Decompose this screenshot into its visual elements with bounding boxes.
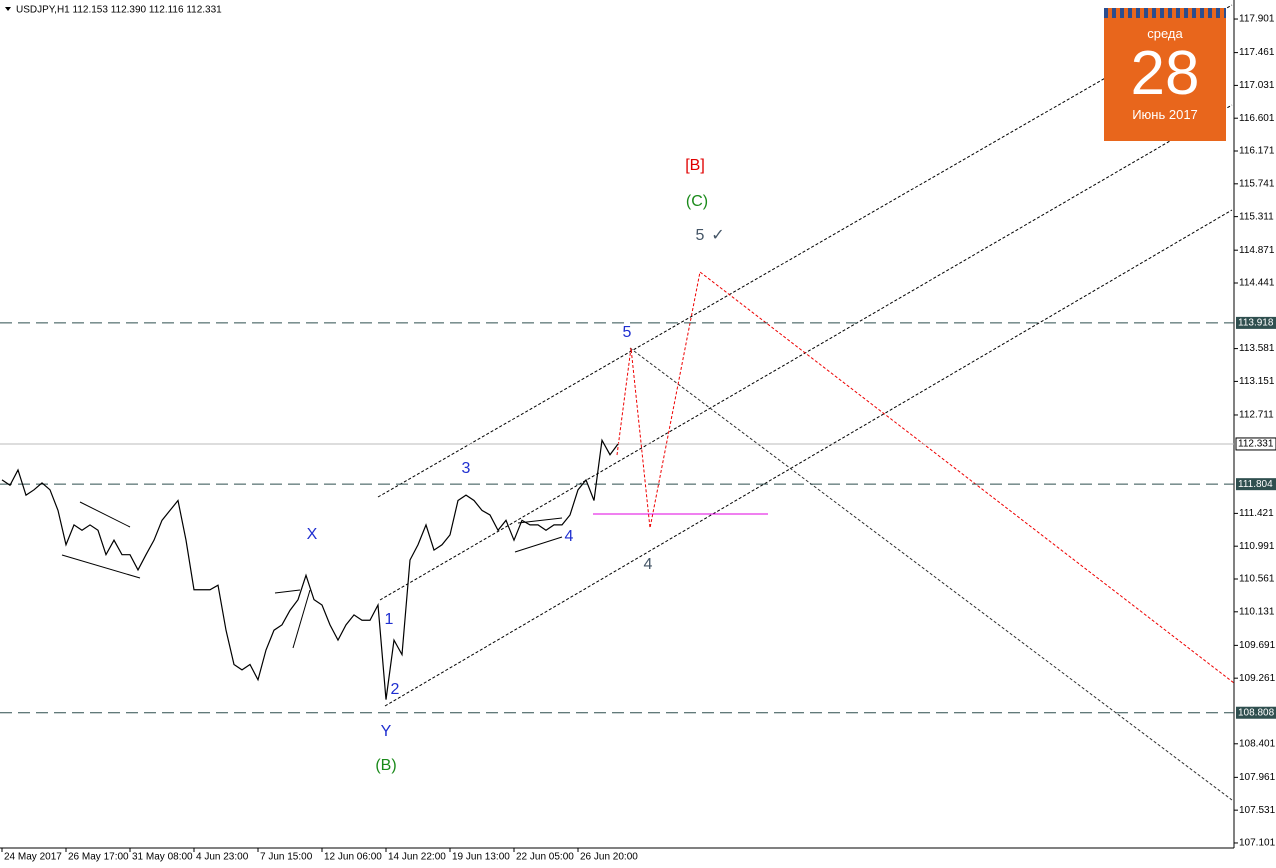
wave-label: 5 bbox=[696, 227, 705, 244]
last-price-tag bbox=[1235, 437, 1276, 451]
x-tick-label: 26 May 17:00 bbox=[68, 852, 129, 863]
wave-label: 5 bbox=[623, 324, 632, 341]
projection bbox=[616, 271, 1235, 684]
y-tick-label: 110.131 bbox=[1239, 606, 1275, 617]
channel-bottom bbox=[384, 209, 1233, 707]
wave-label: 3 bbox=[462, 460, 471, 477]
y-tick-label: 117.031 bbox=[1239, 80, 1275, 91]
wave-label: (B) bbox=[375, 757, 396, 774]
y-tick-label: 114.441 bbox=[1239, 278, 1275, 289]
level-label: 111.804 bbox=[1238, 479, 1273, 490]
pattern-line bbox=[274, 589, 301, 594]
wave-label: [B] bbox=[685, 157, 705, 174]
wave-label: 1 bbox=[385, 611, 394, 628]
channel-top bbox=[377, 4, 1233, 498]
x-tick-label: 26 Jun 20:00 bbox=[580, 852, 638, 863]
trend-line bbox=[629, 347, 1233, 801]
pattern-lines bbox=[61, 501, 563, 649]
level-label: 113.918 bbox=[1238, 318, 1274, 329]
level-tag bbox=[1236, 478, 1276, 491]
x-tick-label: 4 Jun 23:00 bbox=[196, 852, 249, 863]
y-tick-label: 112.711 bbox=[1239, 410, 1274, 421]
y-tick-label: 115.311 bbox=[1239, 211, 1274, 222]
y-tick-label: 116.171 bbox=[1239, 146, 1275, 157]
y-tick-label: 117.901 bbox=[1239, 14, 1275, 25]
wave-label: ✓ bbox=[711, 227, 724, 244]
y-tick-label: 114.871 bbox=[1239, 245, 1275, 256]
level-tag bbox=[1236, 316, 1276, 329]
wave-label: 4 bbox=[644, 556, 653, 573]
calendar-rings bbox=[1104, 8, 1226, 18]
x-tick-label: 31 May 08:00 bbox=[132, 852, 193, 863]
x-tick-label: 14 Jun 22:00 bbox=[388, 852, 446, 863]
wave-label: 2 bbox=[391, 681, 400, 698]
y-tick-label: 115.741 bbox=[1239, 178, 1275, 189]
price-line bbox=[1, 438, 619, 700]
pattern-line bbox=[79, 501, 131, 528]
calendar-month: Июнь 2017 bbox=[1132, 107, 1198, 122]
y-tick-label: 109.691 bbox=[1239, 640, 1276, 651]
y-tick-label: 111.421 bbox=[1239, 508, 1274, 519]
level-tag bbox=[1236, 706, 1276, 719]
channel-mid bbox=[379, 104, 1233, 601]
menu-arrow[interactable] bbox=[5, 7, 11, 11]
y-tick-label: 108.401 bbox=[1239, 738, 1276, 749]
x-tick-label: 22 Jun 05:00 bbox=[516, 852, 574, 863]
x-tick-label: 7 Jun 15:00 bbox=[260, 852, 313, 863]
calendar-day: 28 bbox=[1130, 39, 1200, 108]
y-tick-label: 113.151 bbox=[1239, 376, 1275, 387]
wave-label: 4 bbox=[565, 528, 574, 545]
y-tick-label: 107.531 bbox=[1239, 805, 1276, 816]
pattern-line bbox=[292, 589, 311, 649]
wave-label: X bbox=[307, 526, 318, 543]
y-tick-label: 110.561 bbox=[1239, 574, 1275, 585]
x-tick-label: 19 Jun 13:00 bbox=[452, 852, 510, 863]
calendar-weekday: среда bbox=[1147, 26, 1183, 41]
y-tick-label: 113.581 bbox=[1239, 343, 1275, 354]
pattern-line bbox=[61, 554, 141, 579]
pattern-line bbox=[514, 536, 563, 553]
level-label: 108.808 bbox=[1238, 707, 1275, 718]
y-tick-label: 117.461 bbox=[1239, 47, 1275, 58]
y-tick-label: 107.101 bbox=[1239, 838, 1276, 849]
calendar-widget: среда 28 Июнь 2017 bbox=[1104, 8, 1226, 141]
y-tick-label: 109.261 bbox=[1239, 673, 1276, 684]
last-price-label: 112.331 bbox=[1238, 439, 1274, 450]
y-tick-label: 107.961 bbox=[1239, 772, 1276, 783]
wave-label: Y bbox=[381, 723, 392, 740]
x-tick-label: 24 May 2017 bbox=[4, 852, 62, 863]
channel bbox=[377, 4, 1233, 707]
y-tick-label: 116.601 bbox=[1239, 113, 1275, 124]
chart-title: USDJPY,H1 112.153 112.390 112.116 112.33… bbox=[16, 5, 222, 16]
y-tick-label: 110.991 bbox=[1239, 541, 1275, 552]
wave-label: (C) bbox=[686, 193, 708, 210]
x-tick-label: 12 Jun 06:00 bbox=[324, 852, 382, 863]
